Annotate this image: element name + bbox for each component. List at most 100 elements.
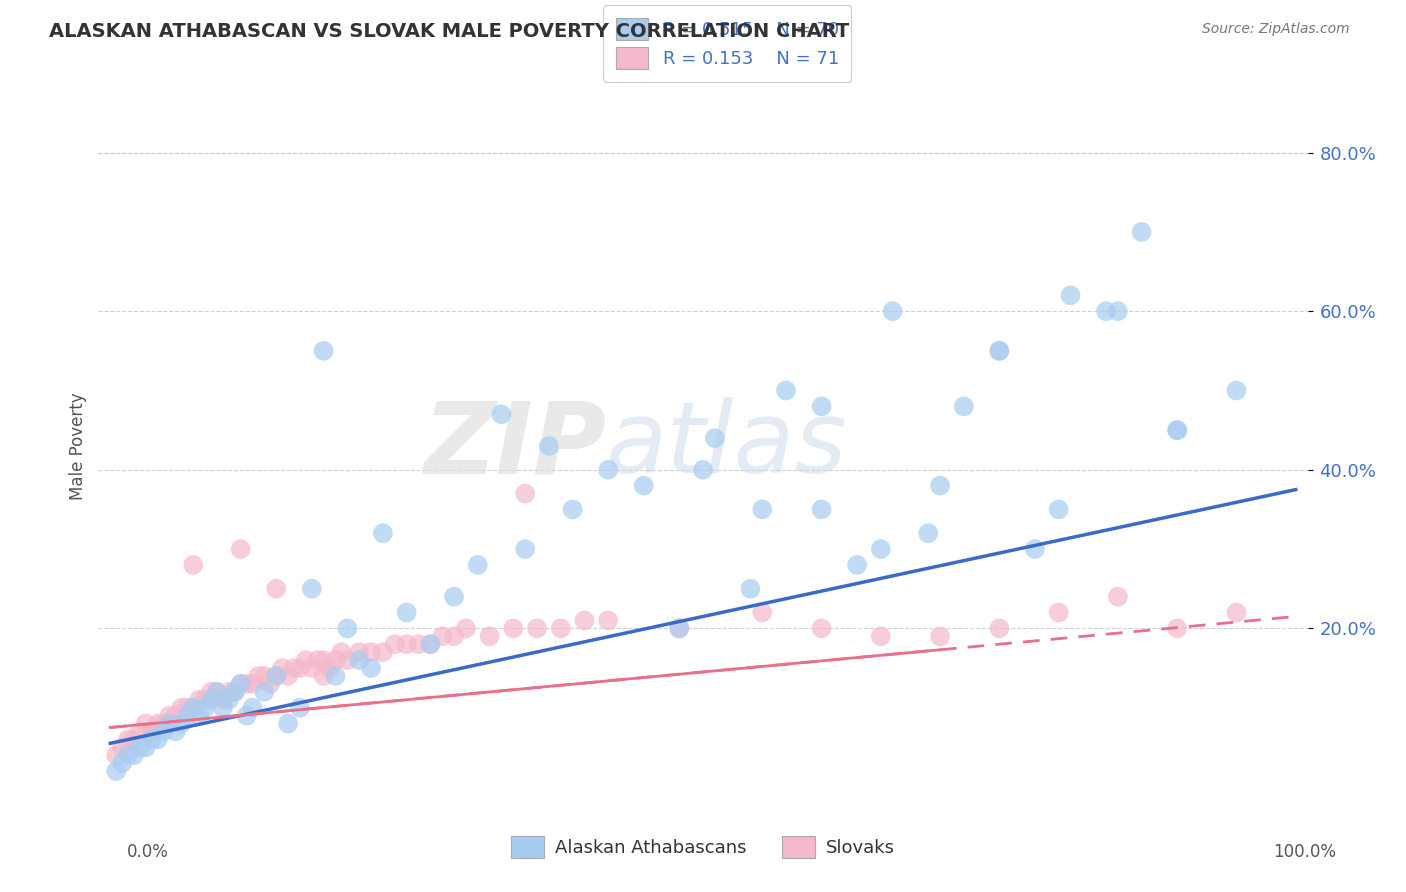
Point: [561, 502, 583, 516]
Point: [988, 343, 1011, 358]
Point: [371, 526, 394, 541]
Point: [740, 582, 762, 596]
Point: [122, 748, 145, 763]
Point: [1047, 606, 1070, 620]
Point: [1107, 304, 1129, 318]
Point: [515, 542, 537, 557]
Point: [1166, 423, 1188, 437]
Point: [247, 669, 270, 683]
Point: [301, 582, 323, 596]
Point: [117, 732, 139, 747]
Point: [200, 685, 222, 699]
Point: [467, 558, 489, 572]
Point: [194, 692, 217, 706]
Point: [384, 637, 406, 651]
Point: [194, 700, 217, 714]
Point: [229, 677, 252, 691]
Point: [165, 708, 187, 723]
Point: [259, 677, 281, 691]
Point: [330, 645, 353, 659]
Point: [205, 685, 228, 699]
Point: [929, 478, 952, 492]
Point: [419, 637, 441, 651]
Point: [307, 653, 329, 667]
Point: [218, 692, 240, 706]
Text: ZIP: ZIP: [423, 398, 606, 494]
Point: [235, 677, 257, 691]
Point: [574, 614, 596, 628]
Point: [347, 645, 370, 659]
Point: [692, 463, 714, 477]
Point: [846, 558, 869, 572]
Point: [869, 629, 891, 643]
Point: [598, 614, 620, 628]
Point: [301, 661, 323, 675]
Point: [312, 343, 335, 358]
Point: [159, 716, 181, 731]
Point: [668, 621, 690, 635]
Text: Source: ZipAtlas.com: Source: ZipAtlas.com: [1202, 22, 1350, 37]
Point: [277, 716, 299, 731]
Point: [1166, 621, 1188, 635]
Point: [478, 629, 501, 643]
Point: [170, 716, 193, 731]
Point: [288, 661, 311, 675]
Point: [408, 637, 430, 651]
Point: [205, 685, 228, 699]
Point: [181, 700, 204, 714]
Point: [141, 724, 163, 739]
Point: [295, 653, 318, 667]
Point: [633, 478, 655, 492]
Point: [122, 732, 145, 747]
Point: [443, 590, 465, 604]
Point: [212, 692, 235, 706]
Point: [395, 637, 418, 651]
Text: ALASKAN ATHABASCAN VS SLOVAK MALE POVERTY CORRELATION CHART: ALASKAN ATHABASCAN VS SLOVAK MALE POVERT…: [49, 22, 849, 41]
Point: [395, 606, 418, 620]
Point: [218, 685, 240, 699]
Point: [111, 756, 134, 771]
Point: [105, 764, 128, 778]
Point: [312, 653, 335, 667]
Point: [668, 621, 690, 635]
Point: [988, 621, 1011, 635]
Point: [200, 692, 222, 706]
Point: [537, 439, 560, 453]
Point: [929, 629, 952, 643]
Point: [264, 669, 287, 683]
Point: [751, 606, 773, 620]
Point: [360, 661, 382, 675]
Point: [502, 621, 524, 635]
Point: [181, 700, 204, 714]
Point: [176, 700, 198, 714]
Point: [181, 558, 204, 572]
Point: [1225, 384, 1247, 398]
Point: [235, 708, 257, 723]
Point: [288, 700, 311, 714]
Point: [1130, 225, 1153, 239]
Point: [988, 343, 1011, 358]
Point: [152, 716, 174, 731]
Point: [810, 400, 832, 414]
Point: [526, 621, 548, 635]
Point: [491, 407, 513, 421]
Point: [751, 502, 773, 516]
Point: [1166, 423, 1188, 437]
Point: [869, 542, 891, 557]
Point: [347, 653, 370, 667]
Point: [1059, 288, 1081, 302]
Point: [598, 463, 620, 477]
Point: [952, 400, 974, 414]
Point: [550, 621, 572, 635]
Point: [312, 669, 335, 683]
Point: [318, 661, 340, 675]
Point: [253, 685, 276, 699]
Point: [1095, 304, 1118, 318]
Point: [336, 621, 359, 635]
Point: [229, 677, 252, 691]
Point: [105, 748, 128, 763]
Point: [271, 661, 294, 675]
Point: [1107, 590, 1129, 604]
Point: [141, 732, 163, 747]
Point: [146, 732, 169, 747]
